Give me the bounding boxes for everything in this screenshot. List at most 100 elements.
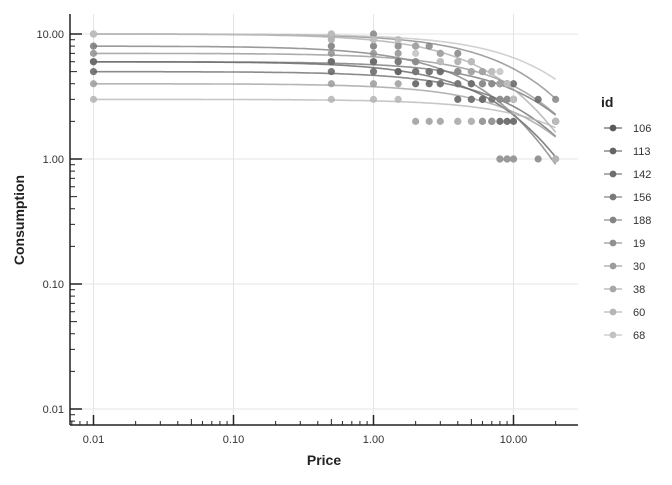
legend-label-68: 68 <box>633 330 645 342</box>
data-point-38 <box>327 36 335 44</box>
fit-curve-30 <box>93 83 557 138</box>
legend-label-30: 30 <box>633 261 645 273</box>
data-point-188 <box>534 155 542 163</box>
data-point-68 <box>369 36 378 44</box>
fit-curve-60 <box>93 98 556 129</box>
legend: 106 113 142 156 188 19 30 38 60 68 <box>604 123 651 342</box>
legend-key-point <box>609 147 617 155</box>
legend-label-38: 38 <box>633 284 645 296</box>
data-point-60 <box>327 95 335 103</box>
data-point-60 <box>89 95 98 103</box>
legend-key-point <box>609 193 617 201</box>
legend-key-point <box>609 331 617 339</box>
data-point-68 <box>488 68 496 76</box>
fit-curve-156 <box>93 45 557 165</box>
fit-curves <box>93 33 557 165</box>
legend-key-point <box>609 170 617 178</box>
data-point-156 <box>412 68 420 76</box>
data-point-142 <box>327 58 335 66</box>
legend-key-point <box>609 124 617 132</box>
data-points <box>89 30 560 163</box>
data-point-142 <box>467 80 475 88</box>
data-point-19 <box>394 49 402 57</box>
legend-key-point <box>609 285 617 293</box>
data-point-106 <box>503 117 511 125</box>
data-point-30 <box>394 80 402 88</box>
x-tick-label: 0.10 <box>223 434 244 446</box>
data-point-60 <box>454 117 462 125</box>
data-point-188 <box>425 42 433 50</box>
data-point-188 <box>369 30 378 38</box>
data-point-188 <box>552 95 560 103</box>
data-point-38 <box>454 58 462 66</box>
data-point-106 <box>412 80 420 88</box>
data-point-106 <box>454 95 462 103</box>
data-point-38 <box>467 68 475 76</box>
fit-curve-68 <box>93 33 557 80</box>
data-point-106 <box>496 117 504 125</box>
data-point-19 <box>327 49 335 57</box>
x-tick-label: 10.00 <box>500 434 528 446</box>
data-point-30 <box>425 117 433 125</box>
data-point-60 <box>369 95 378 103</box>
y-axis-label: Consumption <box>11 175 27 265</box>
data-point-188 <box>394 42 402 50</box>
data-point-68 <box>552 117 560 125</box>
y-tick-label: 0.01 <box>43 404 64 416</box>
data-point-60 <box>394 95 402 103</box>
data-point-68 <box>89 30 98 38</box>
data-point-156 <box>327 42 335 50</box>
data-point-19 <box>496 95 504 103</box>
data-point-19 <box>478 80 487 88</box>
data-point-30 <box>509 155 518 163</box>
y-tick-label: 10.00 <box>36 29 64 41</box>
legend-label-60: 60 <box>633 307 645 319</box>
data-point-19 <box>89 49 98 57</box>
legend-key-point <box>609 239 617 247</box>
data-point-30 <box>478 117 487 125</box>
data-point-68 <box>503 80 511 88</box>
y-tick-label: 0.10 <box>43 279 64 291</box>
data-point-68 <box>509 95 518 103</box>
data-point-60 <box>467 117 475 125</box>
legend-label-19: 19 <box>633 238 645 250</box>
data-point-60 <box>552 155 560 163</box>
data-point-30 <box>412 117 420 125</box>
data-point-30 <box>496 155 504 163</box>
data-point-19 <box>369 49 378 57</box>
x-axis-label: Price <box>307 452 341 468</box>
data-point-156 <box>436 80 444 88</box>
grid <box>70 14 578 425</box>
x-tick-label: 0.01 <box>83 434 104 446</box>
data-point-68 <box>327 30 335 38</box>
data-point-142 <box>488 95 496 103</box>
legend-key-point <box>609 308 617 316</box>
data-point-19 <box>503 95 511 103</box>
data-point-113 <box>327 68 335 76</box>
y-tick-label: 1.00 <box>43 154 64 166</box>
data-point-142 <box>478 95 487 103</box>
legend-key-point <box>609 216 617 224</box>
data-point-38 <box>496 80 504 88</box>
data-point-30 <box>488 117 496 125</box>
data-point-38 <box>436 49 444 57</box>
legend-title: id <box>601 94 613 110</box>
data-point-113 <box>509 80 518 88</box>
fit-curve-142 <box>93 61 557 116</box>
data-point-30 <box>327 80 335 88</box>
data-point-156 <box>89 42 98 50</box>
legend-label-106: 106 <box>633 123 651 135</box>
legend-label-142: 142 <box>633 169 651 181</box>
data-point-19 <box>454 68 462 76</box>
data-point-113 <box>534 95 542 103</box>
data-point-142 <box>89 58 98 66</box>
data-point-68 <box>496 68 504 76</box>
data-point-68 <box>467 58 475 66</box>
data-point-113 <box>89 68 98 76</box>
data-point-19 <box>488 80 496 88</box>
data-point-156 <box>369 42 378 50</box>
data-point-156 <box>454 80 462 88</box>
data-point-68 <box>436 58 444 66</box>
data-point-156 <box>467 95 475 103</box>
data-point-188 <box>454 49 462 57</box>
